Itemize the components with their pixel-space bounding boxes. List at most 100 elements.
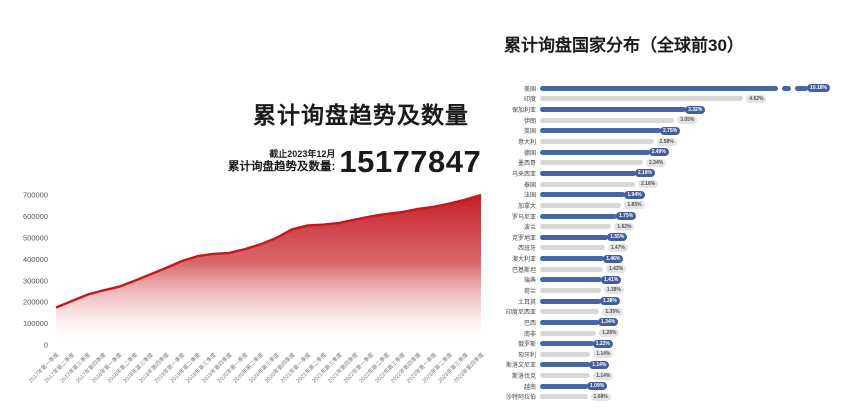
percent-badge: 1.38%	[603, 286, 624, 295]
percent-badge: 2.58%	[656, 137, 677, 146]
bar	[540, 96, 744, 102]
country-label: 荷兰	[523, 288, 536, 295]
total-inquiries-value: 15177847	[339, 144, 482, 179]
y-tick-label: 500000	[23, 234, 48, 243]
percent-badge: 1.43%	[605, 265, 627, 274]
bar-row: 美国 10.18%	[492, 83, 848, 94]
bar	[540, 234, 609, 240]
bar	[540, 213, 617, 219]
percent-badge: 1.38%	[599, 297, 620, 306]
country-label: 马来西亚	[511, 171, 536, 178]
y-tick-label: 200000	[23, 298, 48, 307]
y-tick-label: 700000	[23, 191, 48, 200]
country-label: 罗马尼亚	[511, 214, 536, 221]
bar	[540, 224, 612, 230]
as-of-date-label: 截止2023年12月	[269, 149, 336, 159]
bar-row: 西班牙 1.47%	[492, 243, 848, 254]
country-label: 德国	[523, 150, 536, 157]
bar	[540, 394, 588, 400]
bar	[540, 170, 636, 176]
country-label: 瑞典	[523, 278, 536, 285]
bar	[540, 117, 675, 123]
country-label: 斯洛文尼亚	[505, 363, 536, 370]
bar-row: 巴基斯坦 1.43%	[492, 264, 848, 275]
percent-badge: 1.08%	[590, 392, 611, 401]
country-label: 西班牙	[517, 246, 536, 253]
bar-row: 土耳其 1.38%	[492, 296, 848, 307]
trend-chart-title: 累计询盘趋势及数量	[253, 102, 469, 128]
country-label: 美国	[523, 86, 536, 93]
trend-line	[55, 193, 482, 309]
country-label: 墨西哥	[517, 161, 536, 168]
country-label: 波兰	[523, 225, 536, 232]
bar-row: 加拿大 1.85%	[492, 200, 848, 211]
bar-row: 马来西亚 2.18%	[492, 168, 848, 179]
area-chart: 0 100000 200000 300000 400000 500000 600000 700…	[6, 190, 492, 411]
bar-row: 沙特阿拉伯 1.08%	[492, 392, 848, 403]
percent-badge: 4.62%	[746, 94, 767, 103]
country-label: 泰国	[523, 182, 536, 189]
country-label: 巴西	[523, 320, 536, 327]
bar	[540, 149, 650, 155]
bar	[540, 181, 635, 187]
y-tick-label: 100000	[23, 319, 48, 328]
country-label: 印度	[523, 97, 536, 104]
bar	[540, 160, 643, 166]
country-label: 越南	[523, 384, 536, 391]
bar-row: 斯洛伐克 1.14%	[492, 370, 848, 381]
bar	[540, 319, 599, 325]
percent-badge: 1.34%	[598, 318, 619, 327]
bar	[540, 373, 591, 379]
bar-row: 越南 1.09%	[492, 381, 848, 392]
bar	[540, 351, 591, 357]
bar	[540, 128, 661, 134]
country-label: 加拿大	[517, 203, 536, 210]
country-label: 斯洛伐克	[511, 374, 536, 381]
percent-badge: 1.35%	[602, 307, 623, 316]
y-axis-tick-labels: 0 100000 200000 300000 400000 500000 600000 700…	[23, 191, 48, 350]
bar	[540, 309, 600, 315]
bar-row: 波兰 1.62%	[492, 221, 848, 232]
percent-badge: 1.22%	[592, 339, 613, 348]
country-bar-chart: 美国 10.18% 印度 4.62% 保加利亚 3.32% 伊朗 3.05% 英国 2.75% 意大…	[492, 83, 848, 402]
bar	[540, 266, 603, 272]
bar-row: 印度 4.62%	[492, 94, 848, 105]
percent-badge: 1.46%	[603, 254, 624, 263]
bar-row: 意大利 2.58%	[492, 136, 848, 147]
bar	[540, 256, 605, 262]
stat-labels: 截止2023年12月 累计询盘趋势及数量:	[228, 148, 335, 176]
bar-row: 罗马尼亚 1.75%	[492, 211, 848, 222]
bar	[540, 245, 605, 251]
bar	[540, 298, 601, 304]
area-chart-svg: 0 100000 200000 300000 400000 500000 600000 700…	[23, 191, 486, 385]
percent-badge: 1.14%	[589, 360, 610, 369]
country-label: 印度尼西亚	[505, 310, 536, 317]
percent-badge: 1.14%	[593, 350, 614, 359]
country-label: 匈牙利	[517, 352, 536, 359]
bar-row: 德国 2.49%	[492, 147, 848, 158]
percent-badge: 1.75%	[616, 212, 637, 220]
percent-badge: 2.49%	[648, 148, 669, 157]
country-label: 法国	[523, 193, 536, 200]
bar	[540, 330, 597, 336]
bar-row: 印度尼西亚 1.35%	[492, 306, 848, 317]
stat-caption: 累计询盘趋势及数量:	[228, 161, 336, 173]
percent-badge: 2.34%	[646, 158, 667, 167]
bar-row: 英国 2.75%	[492, 126, 848, 137]
bar-row: 瑞典 1.41%	[492, 275, 848, 286]
bar-row: 泰国 2.16%	[492, 179, 848, 190]
bar-row: 墨西哥 2.34%	[492, 157, 848, 168]
bar-row: 巴西 1.34%	[492, 317, 848, 328]
percent-badge: 1.62%	[614, 222, 635, 231]
country-label: 伊朗	[523, 118, 536, 125]
bar-row: 保加利亚 3.32%	[492, 104, 848, 115]
y-tick-label: 600000	[23, 212, 48, 221]
bar-row: 斯洛文尼亚 1.14%	[492, 360, 848, 371]
bar-row: 南非 1.28%	[492, 328, 848, 339]
y-tick-label: 400000	[23, 255, 48, 264]
bar	[540, 287, 601, 293]
bar	[540, 85, 778, 91]
bar-row: 俄罗斯 1.22%	[492, 338, 848, 349]
country-label: 沙特阿拉伯	[505, 395, 536, 402]
percent-badge: 2.75%	[660, 126, 681, 135]
